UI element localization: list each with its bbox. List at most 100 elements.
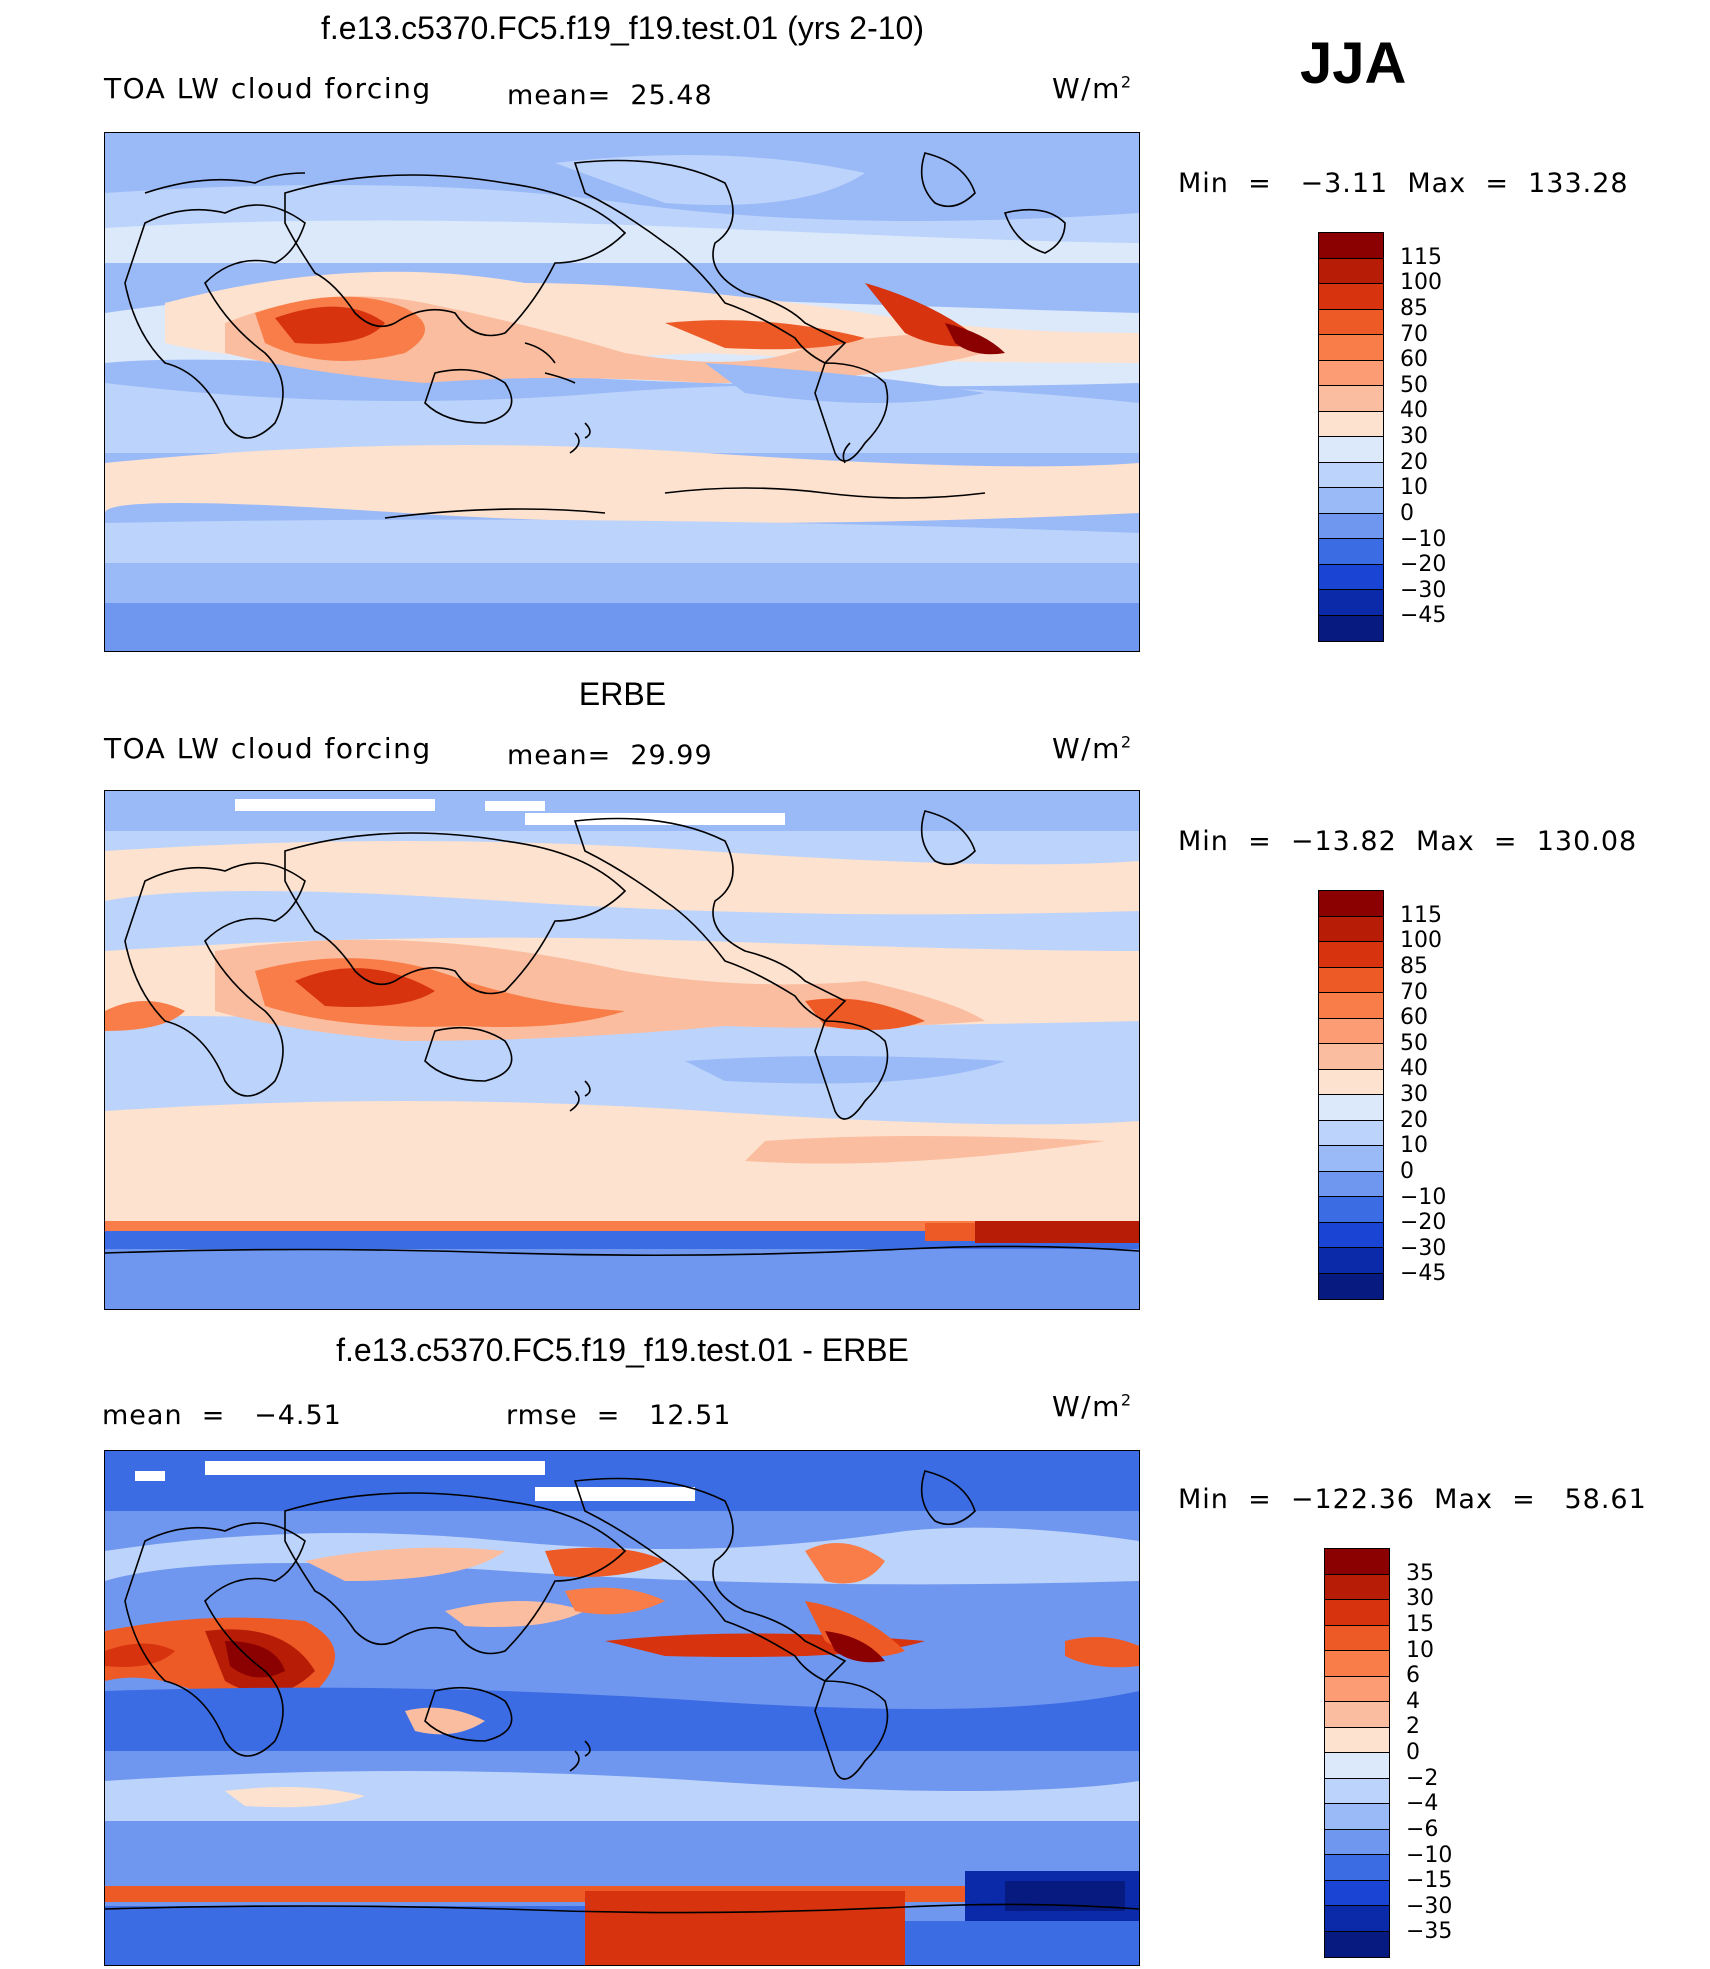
colorbar-swatch bbox=[1319, 360, 1383, 386]
colorbar-swatch bbox=[1325, 1855, 1389, 1881]
panel-1-colorbar bbox=[1318, 232, 1384, 642]
panel-2-map bbox=[104, 790, 1140, 1310]
colorbar-tick-label: −45 bbox=[1400, 603, 1447, 629]
panel-3-colorbar bbox=[1324, 1548, 1390, 1958]
panel-2-colorbar-labels: 115 100 85 70 60 50 40 30 20 10 0 −10 −20 −30 −45 bbox=[1394, 890, 1474, 1300]
colorbar-swatch bbox=[1325, 1651, 1389, 1677]
colorbar-tick-label: 20 bbox=[1400, 1107, 1428, 1133]
colorbar-tick-label: 10 bbox=[1406, 1637, 1434, 1663]
panel-2-colorbar bbox=[1318, 890, 1384, 1300]
colorbar-tick-label: 50 bbox=[1400, 372, 1428, 398]
colorbar-swatch bbox=[1325, 1549, 1389, 1575]
panel-3-title: f.e13.c5370.FC5.f19_f19.test.01 - ERBE bbox=[336, 1332, 909, 1368]
season-label: JJA bbox=[1300, 31, 1407, 96]
colorbar-swatch bbox=[1319, 942, 1383, 968]
colorbar-tick-label: −2 bbox=[1406, 1765, 1439, 1791]
colorbar-tick-label: 35 bbox=[1406, 1560, 1434, 1586]
colorbar-tick-label: 4 bbox=[1406, 1688, 1420, 1714]
colorbar-swatch bbox=[1325, 1804, 1389, 1830]
colorbar-swatch bbox=[1319, 564, 1383, 590]
colorbar-tick-label: −4 bbox=[1406, 1791, 1439, 1817]
colorbar-tick-label: 15 bbox=[1406, 1611, 1434, 1637]
colorbar-tick-label: −15 bbox=[1406, 1868, 1453, 1894]
colorbar-tick-label: 100 bbox=[1400, 270, 1442, 296]
colorbar-swatch bbox=[1319, 1273, 1383, 1299]
panel-3-colorbar-labels: 35 30 15 10 6 4 2 0 −2 −4 −6 −10 −15 −30 −35 bbox=[1400, 1548, 1480, 1958]
colorbar-swatch bbox=[1319, 1197, 1383, 1223]
colorbar-tick-label: 10 bbox=[1400, 1133, 1428, 1159]
colorbar-swatch bbox=[1319, 1171, 1383, 1197]
colorbar-tick-label: 10 bbox=[1400, 475, 1428, 501]
panel-2-mean: mean= 29.99 bbox=[507, 740, 713, 771]
colorbar-tick-label: 30 bbox=[1406, 1586, 1434, 1612]
colorbar-tick-label: 70 bbox=[1400, 979, 1428, 1005]
colorbar-tick-label: 0 bbox=[1400, 1158, 1414, 1184]
colorbar-swatch bbox=[1325, 1829, 1389, 1855]
colorbar-tick-label: 40 bbox=[1400, 398, 1428, 424]
panel-3-map-canvas bbox=[105, 1451, 1139, 1965]
colorbar-swatch bbox=[1319, 437, 1383, 463]
panel-3-rmse: rmse = 12.51 bbox=[506, 1400, 732, 1431]
colorbar-swatch bbox=[1319, 1120, 1383, 1146]
colorbar-swatch bbox=[1319, 335, 1383, 361]
colorbar-swatch bbox=[1325, 1702, 1389, 1728]
panel-2-map-canvas bbox=[105, 791, 1139, 1309]
colorbar-swatch bbox=[1319, 993, 1383, 1019]
colorbar-swatch bbox=[1325, 1625, 1389, 1651]
colorbar-tick-label: 0 bbox=[1400, 500, 1414, 526]
colorbar-tick-label: 30 bbox=[1400, 424, 1428, 449]
colorbar-tick-label: −35 bbox=[1406, 1919, 1453, 1945]
colorbar-tick-label: −10 bbox=[1400, 526, 1447, 552]
panel-1-map bbox=[104, 132, 1140, 652]
colorbar-swatch bbox=[1325, 1727, 1389, 1753]
panel-1-field-label: TOA LW cloud forcing bbox=[104, 72, 432, 105]
colorbar-swatch bbox=[1319, 386, 1383, 412]
colorbar-swatch bbox=[1319, 916, 1383, 942]
colorbar-swatch bbox=[1325, 1574, 1389, 1600]
panel-1-min-max: Min = −3.11 Max = 133.28 bbox=[1178, 168, 1629, 199]
colorbar-tick-label: 115 bbox=[1400, 902, 1442, 928]
panel-1-title: f.e13.c5370.FC5.f19_f19.test.01 (yrs 2-1… bbox=[321, 10, 924, 46]
colorbar-tick-label: −20 bbox=[1400, 552, 1447, 578]
panel-3-map bbox=[104, 1450, 1140, 1966]
colorbar-tick-label: −10 bbox=[1400, 1184, 1447, 1210]
panel-1-units: W/m2 bbox=[1052, 72, 1133, 105]
colorbar-swatch bbox=[1319, 967, 1383, 993]
panel-2-title: ERBE bbox=[578, 676, 667, 712]
colorbar-tick-label: 0 bbox=[1406, 1740, 1420, 1765]
colorbar-swatch bbox=[1325, 1753, 1389, 1779]
colorbar-swatch bbox=[1319, 462, 1383, 488]
colorbar-tick-label: 2 bbox=[1406, 1714, 1420, 1740]
colorbar-tick-label: 85 bbox=[1400, 953, 1428, 979]
colorbar-tick-label: −45 bbox=[1400, 1261, 1447, 1287]
colorbar-swatch bbox=[1319, 615, 1383, 641]
colorbar-tick-label: 6 bbox=[1406, 1663, 1420, 1689]
panel-1-map-canvas bbox=[105, 133, 1139, 651]
colorbar-tick-label: −30 bbox=[1400, 577, 1447, 603]
colorbar-tick-label: 70 bbox=[1400, 321, 1428, 347]
colorbar-swatch bbox=[1325, 1600, 1389, 1626]
colorbar-swatch bbox=[1325, 1906, 1389, 1932]
colorbar-swatch bbox=[1319, 590, 1383, 616]
colorbar-swatch bbox=[1319, 539, 1383, 565]
colorbar-swatch bbox=[1319, 513, 1383, 539]
colorbar-tick-label: 60 bbox=[1400, 1005, 1428, 1031]
colorbar-tick-label: 50 bbox=[1400, 1030, 1428, 1056]
colorbar-swatch bbox=[1319, 488, 1383, 514]
colorbar-swatch bbox=[1325, 1880, 1389, 1906]
colorbar-swatch bbox=[1325, 1676, 1389, 1702]
colorbar-swatch bbox=[1319, 284, 1383, 310]
panel-2-field-label: TOA LW cloud forcing bbox=[104, 732, 432, 765]
panel-2-min-max: Min = −13.82 Max = 130.08 bbox=[1178, 826, 1638, 857]
colorbar-swatch bbox=[1319, 1044, 1383, 1070]
panel-2-units: W/m2 bbox=[1052, 732, 1133, 765]
colorbar-tick-label: −6 bbox=[1406, 1816, 1439, 1842]
panel-1-colorbar-labels: 115 100 85 70 60 50 40 30 20 10 0 −10 −20 −30 −45 bbox=[1394, 232, 1474, 642]
colorbar-swatch bbox=[1319, 1095, 1383, 1121]
colorbar-tick-label: −20 bbox=[1400, 1210, 1447, 1236]
colorbar-tick-label: 115 bbox=[1400, 244, 1442, 270]
panel-3-min-max: Min = −122.36 Max = 58.61 bbox=[1178, 1484, 1647, 1515]
colorbar-tick-label: 40 bbox=[1400, 1056, 1428, 1082]
colorbar-tick-label: −10 bbox=[1406, 1842, 1453, 1868]
colorbar-swatch bbox=[1319, 411, 1383, 437]
